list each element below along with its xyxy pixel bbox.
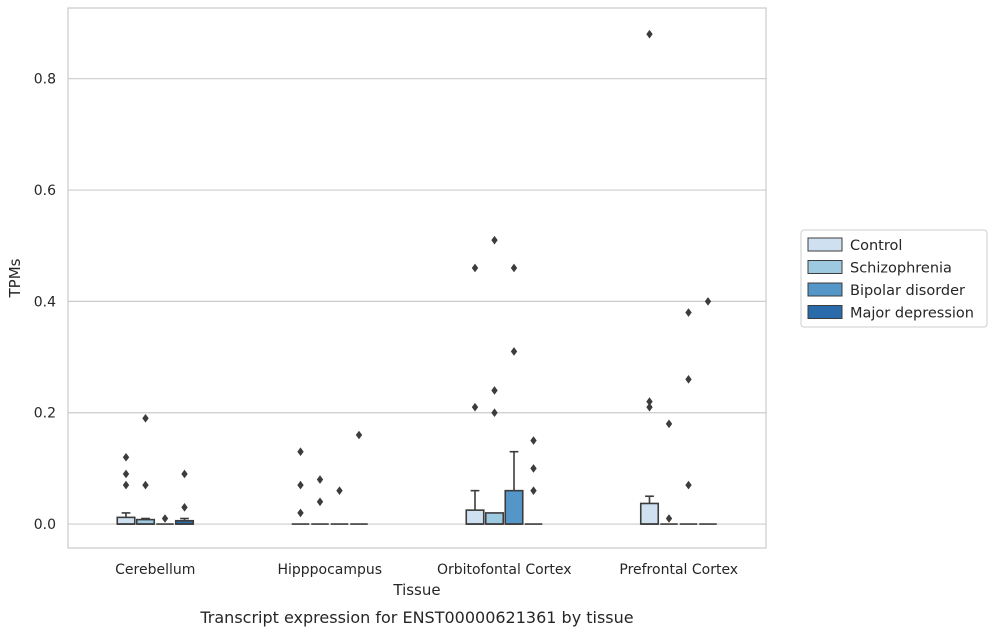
x-tick-label: Orbitofontal Cortex <box>437 562 572 578</box>
box-schizophrenia <box>135 413 156 525</box>
legend-swatch <box>807 282 843 297</box>
box-schizophrenia <box>660 419 678 525</box>
box-bipolar-disorder <box>330 486 349 525</box>
box-bipolar-disorder <box>679 308 698 525</box>
box-body <box>504 489 524 525</box>
legend-swatch <box>807 260 843 274</box>
outlier-point <box>161 514 169 523</box>
outlier-point <box>316 475 324 484</box>
legend-label: Major depression <box>850 306 974 322</box>
box-control <box>465 263 485 525</box>
outlier-point <box>471 402 479 412</box>
box-control <box>639 29 660 525</box>
box-schizophrenia <box>311 475 329 525</box>
outlier-point <box>491 408 498 418</box>
box-body <box>116 516 136 525</box>
legend-label: Schizophrenia <box>850 261 952 277</box>
y-tick-label: 0.0 <box>34 517 56 533</box>
legend-item: Bipolar disorder <box>807 282 965 299</box>
outlier-point <box>530 486 537 495</box>
outlier-point <box>685 375 692 384</box>
box-body <box>639 502 660 525</box>
outlier-point <box>646 397 653 406</box>
y-tick-label: 0.2 <box>34 406 56 422</box>
outlier-point <box>142 413 149 423</box>
outlier-point <box>646 29 653 39</box>
outlier-point <box>336 486 343 495</box>
outlier-point <box>297 480 304 490</box>
chart-caption: Transcript expression for ENST0000062136… <box>199 608 633 627</box>
box-major-depression <box>524 436 543 525</box>
x-tick-label: Hipppocampus <box>277 562 382 578</box>
y-tick-labels: 0.0 0.2 0.4 0.6 0.8 <box>34 72 56 533</box>
legend-frame <box>800 229 988 328</box>
outlier-point <box>122 480 130 490</box>
outlier-point <box>665 514 673 523</box>
legend-swatch <box>807 305 843 319</box>
legend-item: Major depression <box>807 305 974 322</box>
box-major-depression <box>699 297 717 525</box>
outlier-point <box>181 503 188 512</box>
x-tick-labels: Cerebellum Hipppocampus Orbitofontal Corte… <box>115 562 738 578</box>
box-control <box>291 447 310 525</box>
box-body <box>484 512 505 525</box>
box-schizophrenia <box>484 235 505 525</box>
outlier-point <box>685 308 692 317</box>
outlier-point <box>685 480 692 490</box>
outlier-point <box>142 480 149 490</box>
legend-label: Control <box>850 238 902 254</box>
box-bipolar-disorder <box>156 514 174 525</box>
legend: Control Schizophrenia Bipolar disorder Majo… <box>800 229 988 328</box>
outlier-point <box>122 452 130 462</box>
outlier-point <box>665 419 673 429</box>
outlier-point <box>530 436 537 445</box>
box-major-depression <box>174 469 195 525</box>
outlier-point <box>297 508 304 518</box>
outlier-point <box>122 469 130 479</box>
x-tick-label: Cerebellum <box>115 562 195 578</box>
legend-item: Schizophrenia <box>807 260 952 277</box>
box-control <box>116 452 136 525</box>
outlier-point <box>646 402 653 412</box>
outlier-point <box>181 469 188 479</box>
outlier-point <box>491 235 498 245</box>
outlier-point <box>491 386 498 395</box>
y-tick-label: 0.4 <box>34 294 56 310</box>
x-axis-label: Tissue <box>392 581 440 599</box>
outlier-point <box>510 263 518 273</box>
y-tick-label: 0.8 <box>34 72 56 88</box>
gridlines <box>68 78 766 525</box>
outlier-point <box>297 447 304 456</box>
outlier-point <box>316 497 324 507</box>
x-tick-label: Prefrontal Cortex <box>619 562 738 578</box>
plot-frame <box>67 7 767 549</box>
outlier-point <box>530 464 537 473</box>
box-series <box>116 29 717 525</box>
legend-label: Bipolar disorder <box>850 283 965 299</box>
box-bipolar-disorder <box>504 263 524 525</box>
legend-swatch <box>807 237 843 252</box>
outlier-point <box>355 430 363 440</box>
outlier-point <box>471 263 479 273</box>
outlier-point <box>704 297 712 306</box>
y-axis-label: TPMs <box>6 258 24 298</box>
y-tick-label: 0.6 <box>34 183 56 199</box>
box-body <box>465 509 485 525</box>
legend-item: Control <box>807 237 902 254</box>
outlier-point <box>510 347 518 356</box>
box-major-depression <box>350 430 368 525</box>
